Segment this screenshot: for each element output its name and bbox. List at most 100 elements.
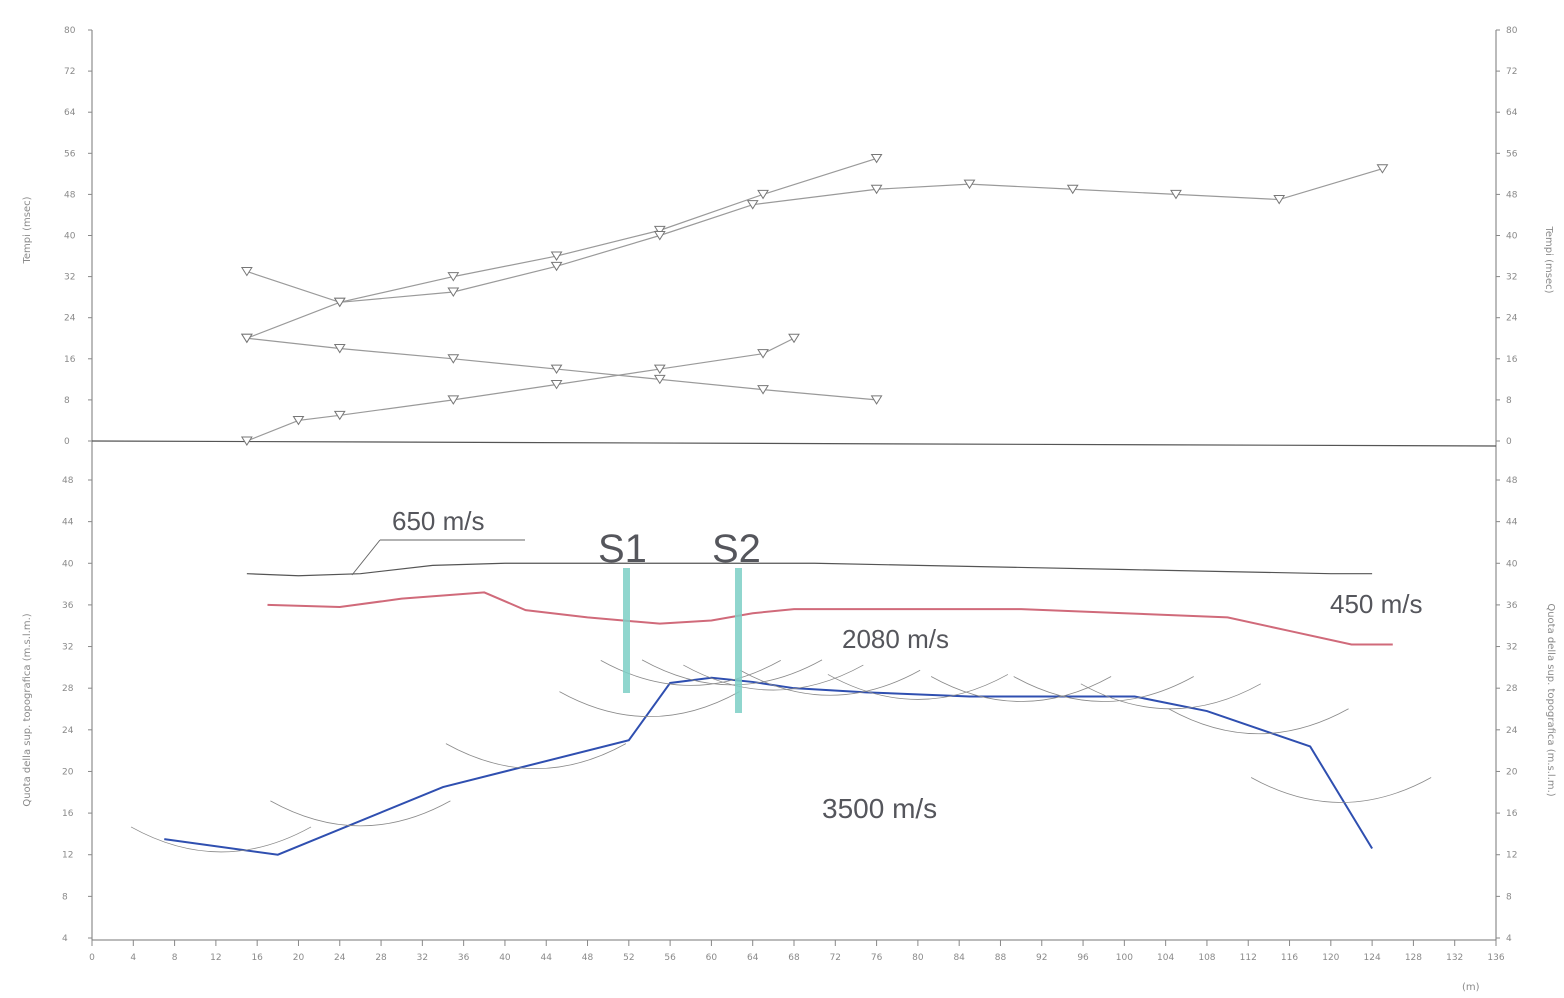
x-tick-label: 136 [1487,953,1504,963]
top-ytick-label-left: 56 [64,149,76,159]
s2-label: S2 [712,527,761,571]
construction-arc [683,664,864,691]
bottom-ytick-label-left: 4 [62,934,68,944]
travel-time-point [870,153,883,164]
construction-arc [130,826,312,853]
travel-time-point [292,415,305,426]
bottom-ytick-label-left: 40 [62,559,74,569]
x-tick-label: 48 [582,953,594,963]
top-ytick-label-left: 64 [64,108,76,118]
bottom-ytick-label-right: 28 [1506,684,1518,694]
travel-time-point [757,349,769,359]
travel-time-point [240,266,253,277]
top-ytick-label-left: 32 [64,273,75,283]
x-tick-label: 40 [499,953,511,963]
top-ytick-label-left: 24 [64,314,76,324]
construction-arc [739,669,921,696]
x-tick-label: 80 [912,953,924,963]
top-ytick-label-right: 48 [1506,190,1518,200]
bottom-ytick-label-right: 36 [1506,601,1518,611]
x-tick-label: 132 [1446,953,1463,963]
top-ytick-label-left: 80 [64,26,76,36]
top-ytick-label-left: 40 [64,232,76,242]
construction-arc [1080,683,1262,710]
travel-time-point [870,184,883,195]
x-tick-label: 124 [1364,953,1381,963]
bottom-ytick-label-left: 12 [62,851,73,861]
top-ytick-label-right: 72 [1506,67,1517,77]
travel-time-point [653,231,666,241]
construction-arc [930,676,1112,702]
travel-time-point [333,410,346,421]
travel-time-line [246,157,877,339]
bottom-left-ylabel: Quota della sup. topografica (m.s.l.m.) [22,613,33,806]
construction-arc [641,659,823,686]
travel-time-point [963,179,976,190]
travel-time-point [333,344,346,354]
bottom-ytick-label-right: 4 [1506,934,1512,944]
top-ytick-label-right: 0 [1506,437,1512,447]
travel-time-point [757,385,769,395]
travel-time-point [1170,189,1182,200]
velocity-label-2080: 2080 m/s [842,624,949,654]
bottom-ytick-label-left: 48 [62,476,74,486]
x-tick-label: 120 [1322,953,1339,963]
x-tick-label: 100 [1116,953,1133,963]
x-tick-label: 12 [210,953,221,963]
bottom-ytick-label-right: 44 [1506,518,1518,528]
construction-arc [827,674,1009,700]
x-tick-label: 116 [1281,953,1298,963]
refractor-lines [130,562,1432,856]
x-tick-label: 72 [830,953,841,963]
bottom-ytick-label-right: 8 [1506,892,1512,902]
x-tick-label: 44 [541,953,553,963]
bottom-ytick-label-left: 8 [62,892,68,902]
travel-time-point [550,364,563,375]
x-tick-label: 88 [995,953,1007,963]
x-tick-label: 68 [788,953,800,963]
travel-time-point [240,333,253,344]
travel-time-series [240,153,1389,446]
bottom-ytick-label-right: 48 [1506,476,1518,486]
top-ytick-label-left: 8 [64,396,70,406]
top-ytick-label-right: 16 [1506,355,1518,365]
bottom-ytick-label-left: 16 [62,809,74,819]
top-ytick-label-left: 72 [64,67,75,77]
top-ytick-label-right: 56 [1506,149,1518,159]
x-tick-label: 60 [706,953,718,963]
construction-arc [270,800,451,827]
x-tick-label: 64 [747,953,759,963]
top-ytick-label-left: 0 [64,437,70,447]
top-ytick-label-right: 80 [1506,26,1518,36]
travel-time-point [653,225,666,236]
x-tick-label: 32 [417,953,428,963]
travel-time-point [240,436,253,446]
x-tick-label: 92 [1036,953,1047,963]
first-refractor-line [267,591,1393,646]
s1-marker-bar [623,568,630,693]
bottom-ytick-label-left: 24 [62,726,74,736]
bottom-ytick-label-right: 24 [1506,726,1518,736]
x-tick-label: 56 [664,953,676,963]
top-right-ylabel: Tempi (msec) [1543,225,1554,293]
top-ytick-label-left: 16 [64,355,76,365]
travel-time-point [447,395,460,405]
travel-time-point [788,333,800,344]
x-tick-label: 16 [251,953,263,963]
x-tick-label: 112 [1240,953,1257,963]
bottom-ytick-label-right: 16 [1506,809,1518,819]
x-tick-label: 104 [1157,953,1174,963]
bottom-ytick-label-right: 12 [1506,851,1517,861]
construction-arc [445,743,627,769]
travel-time-point [1376,164,1389,174]
travel-time-point [550,379,563,390]
x-tick-label: 52 [623,953,634,963]
bottom-ytick-label-left: 28 [62,684,74,694]
travel-time-point [746,200,759,210]
travel-time-point [870,395,883,405]
top-ytick-label-right: 64 [1506,108,1518,118]
travel-time-point [550,261,563,272]
top-left-ylabel: Tempi (msec) [22,196,33,264]
top-ytick-label-right: 32 [1506,273,1517,283]
